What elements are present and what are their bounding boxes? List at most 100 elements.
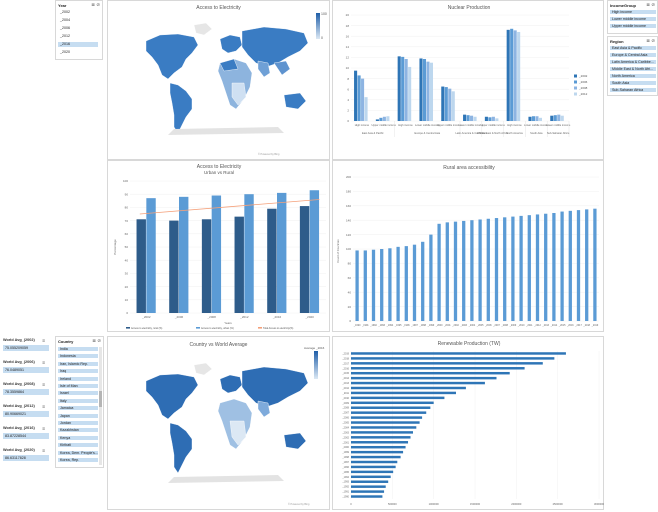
map-country-vs-world[interactable]: Country vs World Average Average _2016 ©…	[107, 336, 330, 510]
rural-bar	[355, 250, 359, 321]
renew-ylabel: _1992	[341, 486, 349, 489]
nuclear-bar	[444, 87, 448, 121]
world-map-top[interactable]: 100 0 © Powered by Bing	[108, 1, 331, 161]
card-options-icon[interactable]: ≣	[42, 405, 46, 409]
filter-clear-icon[interactable]: ≣ ⊘	[646, 38, 655, 43]
year-slicer-item[interactable]: _2012	[60, 34, 70, 38]
year-slicer-item[interactable]: _2006	[60, 26, 70, 30]
renewable-svg: Renewable Production (TW) 0 500000 1000000 1…	[341, 341, 604, 506]
renew-bar	[351, 401, 434, 405]
urban-xlabel: _2012	[239, 315, 249, 319]
nuclear-bar	[408, 66, 412, 121]
country-slicer-item[interactable]: Kenya	[58, 435, 98, 441]
nuclear-xlabel: Upper middle income	[480, 123, 505, 127]
nuclear-bar	[517, 31, 521, 121]
region-slicer-item[interactable]: Latin America & Caribbe...	[610, 60, 656, 65]
world-avg-value: 76.0489051	[3, 367, 49, 373]
rural-xlabel: _2003	[459, 324, 467, 327]
region-slicer-item[interactable]: Sub-Saharan Africa	[610, 88, 656, 93]
urban-title: Access to Electricity	[197, 164, 242, 170]
region-slicer-item[interactable]: East Asia & Pacific	[610, 46, 656, 51]
region-slicer-item[interactable]: Europe & Central Asia	[610, 53, 656, 58]
nuclear-bar	[473, 116, 477, 121]
nuclear-group-label: Latin America & Caribbean	[455, 131, 486, 135]
rural-bar	[396, 246, 400, 321]
rural-ytick: 20	[348, 305, 352, 309]
rural-svg: Rural area accessibility 0 20 40 60 80 100 120 1…	[336, 165, 599, 327]
rural-xlabel: _2004	[468, 324, 476, 327]
access-urban-rural-chart[interactable]: Access to Electricity Urban vs Rural 0 10 20…	[107, 160, 330, 332]
nuclear-bar	[538, 117, 543, 121]
country-slicer-item[interactable]: Kiribati	[58, 443, 98, 449]
region-slicer-item[interactable]: North America	[610, 74, 656, 79]
country-slicer-item[interactable]: Isle of Man	[58, 384, 98, 389]
world-avg-value: 80.90669021	[3, 411, 49, 417]
year-slicer-item[interactable]: _2016	[58, 42, 98, 47]
nuclear-legend-label: _2002	[578, 74, 588, 78]
renew-bar	[351, 450, 404, 454]
country-slicer-item[interactable]: Indonesia	[58, 354, 98, 360]
rural-bar	[380, 249, 384, 321]
country-slicer-item[interactable]: Japan	[58, 413, 98, 419]
map-shapes	[145, 22, 309, 135]
renew-xtick: 1500000	[470, 502, 481, 506]
urban-bar	[244, 194, 254, 313]
country-slicer-item[interactable]: Israel	[58, 391, 98, 397]
nuclear-production-chart[interactable]: Nuclear Production 0 2 4 6 8 10 12 14 16 18 20 High …	[332, 0, 604, 160]
renew-ylabel: _2008	[341, 407, 349, 410]
nuclear-group-label: Sub-Saharan Africa	[547, 131, 570, 135]
card-options-icon[interactable]: ≣	[42, 383, 46, 387]
nuclear-bar	[535, 116, 539, 121]
urban-ytick: 90	[125, 192, 129, 196]
country-slicer-item[interactable]: Korea, Dem. People's...	[58, 450, 98, 456]
nuclear-bar	[419, 58, 423, 121]
country-slicer-item[interactable]: Iraq	[58, 369, 98, 375]
card-options-icon[interactable]: ≣	[42, 449, 46, 453]
rural-xlabel: _1994	[386, 324, 394, 327]
country-scroll-thumb[interactable]	[99, 391, 102, 407]
world-map-bottom[interactable]: Average _2016 © Powered by Bing	[108, 337, 331, 511]
country-slicer-item[interactable]: Jamaica	[58, 406, 98, 412]
year-slicer-item[interactable]: _2004	[60, 18, 70, 22]
nuclear-bar	[488, 117, 492, 121]
nuclear-xlabel: Lower middle income	[459, 123, 484, 127]
filter-clear-icon[interactable]: ≣ ⊘	[646, 2, 655, 7]
country-slicer-item[interactable]: Jordan	[58, 421, 98, 426]
renew-ylabel: _2001	[341, 441, 349, 444]
card-options-icon[interactable]: ≣	[42, 361, 46, 365]
income-slicer-item[interactable]: Lower middle income	[610, 17, 656, 22]
country-slicer-item[interactable]: Kazakhstan	[58, 428, 98, 434]
renewable-production-chart[interactable]: Renewable Production (TW) 0 500000 1000000 1…	[332, 336, 605, 510]
filter-clear-icon[interactable]: ≣ ⊘	[92, 338, 101, 343]
map-legend-max: 100	[321, 12, 327, 16]
nuclear-bar	[357, 75, 361, 121]
renew-ylabel: _2015	[341, 372, 349, 375]
map-legend-bar	[316, 13, 320, 39]
year-slicer-item[interactable]: _2020	[60, 50, 70, 54]
renew-bar	[351, 357, 555, 360]
year-slicer-item[interactable]: _2002	[60, 10, 70, 14]
card-options-icon[interactable]: ≣	[42, 339, 46, 343]
region-slicer-item[interactable]: South Asia	[610, 81, 656, 86]
nuclear-bar	[448, 88, 452, 121]
region-slicer-title: Region	[610, 39, 624, 44]
filter-clear-icon[interactable]: ≣ ⊘	[91, 2, 100, 7]
renew-bar	[351, 411, 427, 414]
country-scrollbar[interactable]	[99, 347, 102, 465]
card-options-icon[interactable]: ≣	[42, 427, 46, 431]
region-slicer-item[interactable]: Middle East & North Afri...	[610, 67, 656, 72]
year-slicer: Year ≣ ⊘ _2002 _2004 _2006 _2012 _2016 _2020	[55, 0, 103, 60]
income-slicer-item[interactable]: Upper middle income	[610, 24, 656, 29]
map-access-electricity[interactable]: Access to Electricity	[107, 0, 330, 160]
renew-ylabel: _1998	[341, 456, 349, 459]
country-slicer-item[interactable]: Ireland	[58, 376, 98, 382]
rural-xlabel: _2013	[541, 324, 549, 327]
country-slicer-item[interactable]: Iran, Islamic Rep.	[58, 361, 98, 367]
income-slicer-item[interactable]: High income	[610, 10, 656, 15]
nuclear-group-label: East Asia & Pacific	[362, 131, 384, 135]
country-slicer-item[interactable]: Korea, Rep.	[58, 458, 98, 463]
renew-bar	[351, 455, 401, 459]
rural-accessibility-chart[interactable]: Rural area accessibility 0 20 40 60 80 100 120 1…	[332, 160, 604, 332]
country-slicer-item[interactable]: Italy	[58, 398, 98, 404]
country-slicer-item[interactable]: India	[58, 347, 98, 352]
